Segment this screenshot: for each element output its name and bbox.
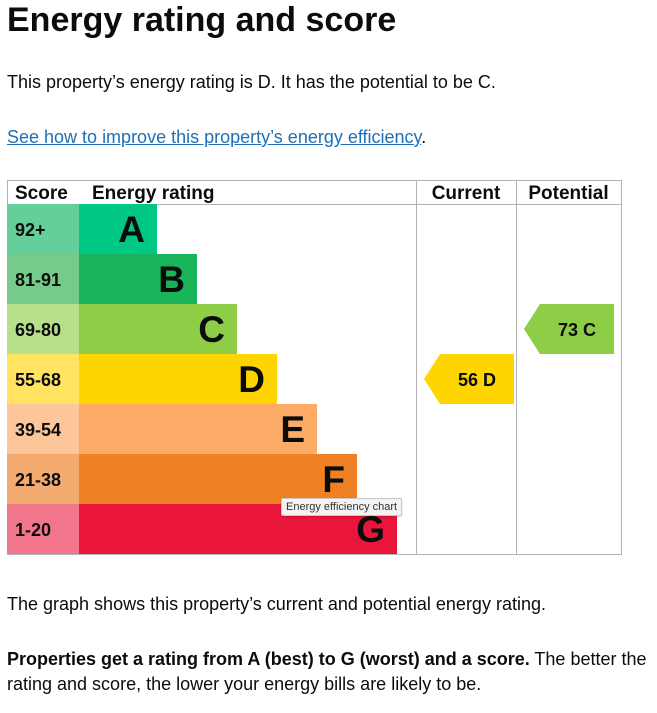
rating-explanation-bold: Properties get a rating from A (best) to… (7, 649, 530, 669)
score-range-f: 21-38 (15, 470, 61, 490)
rating-summary: This property’s energy rating is D. It h… (7, 72, 496, 92)
rating-explanation: Properties get a rating from A (best) to… (7, 647, 647, 697)
rating-letter-c: C (198, 309, 225, 350)
current-column-header: Current (432, 183, 501, 204)
score-cell-c (7, 304, 79, 354)
score-cell-a (7, 204, 79, 254)
rating-letter-b: B (158, 259, 185, 300)
potential-column-header: Potential (528, 183, 608, 204)
rating-bar-e (79, 404, 317, 454)
rating-letter-e: E (280, 409, 305, 450)
score-range-e: 39-54 (15, 420, 61, 440)
score-range-g: 1-20 (15, 520, 51, 540)
score-range-c: 69-80 (15, 320, 61, 340)
score-cell-g (7, 504, 79, 554)
rating-bar-d (79, 354, 277, 404)
rating-bar-f (79, 454, 357, 504)
rating-letter-a: A (118, 209, 145, 250)
current-arrow (424, 354, 514, 404)
score-cell-e (7, 404, 79, 454)
score-range-d: 55-68 (15, 370, 61, 390)
improve-efficiency-link[interactable]: See how to improve this property’s energ… (7, 127, 422, 147)
rating-letter-f: F (322, 459, 345, 500)
rating-explanation-rest: The better the rating and score, the low… (7, 649, 647, 694)
rating-bar-a (79, 204, 157, 254)
score-cell-d (7, 354, 79, 404)
chart-tooltip: Energy efficiency chart (281, 498, 403, 516)
improve-paragraph: See how to improve this property’s energ… (7, 125, 426, 149)
chart-caption: The graph shows this property’s current … (7, 594, 546, 614)
score-range-b: 81-91 (15, 270, 61, 290)
score-cell-b (7, 254, 79, 304)
improve-link-suffix: . (421, 127, 427, 147)
score-cell-f (7, 454, 79, 504)
potential-arrow (524, 304, 614, 354)
rating-letter-d: D (238, 359, 265, 400)
score-column-header: Score (15, 183, 68, 204)
potential-rating-label: 73 C (558, 320, 596, 340)
rating-bar-c (79, 304, 237, 354)
current-rating-label: 56 D (458, 370, 496, 390)
rating-bar-b (79, 254, 197, 304)
energy-rating-column-header: Energy rating (92, 183, 214, 204)
score-range-a: 92+ (15, 220, 46, 240)
page-title: Energy rating and score (7, 1, 397, 39)
